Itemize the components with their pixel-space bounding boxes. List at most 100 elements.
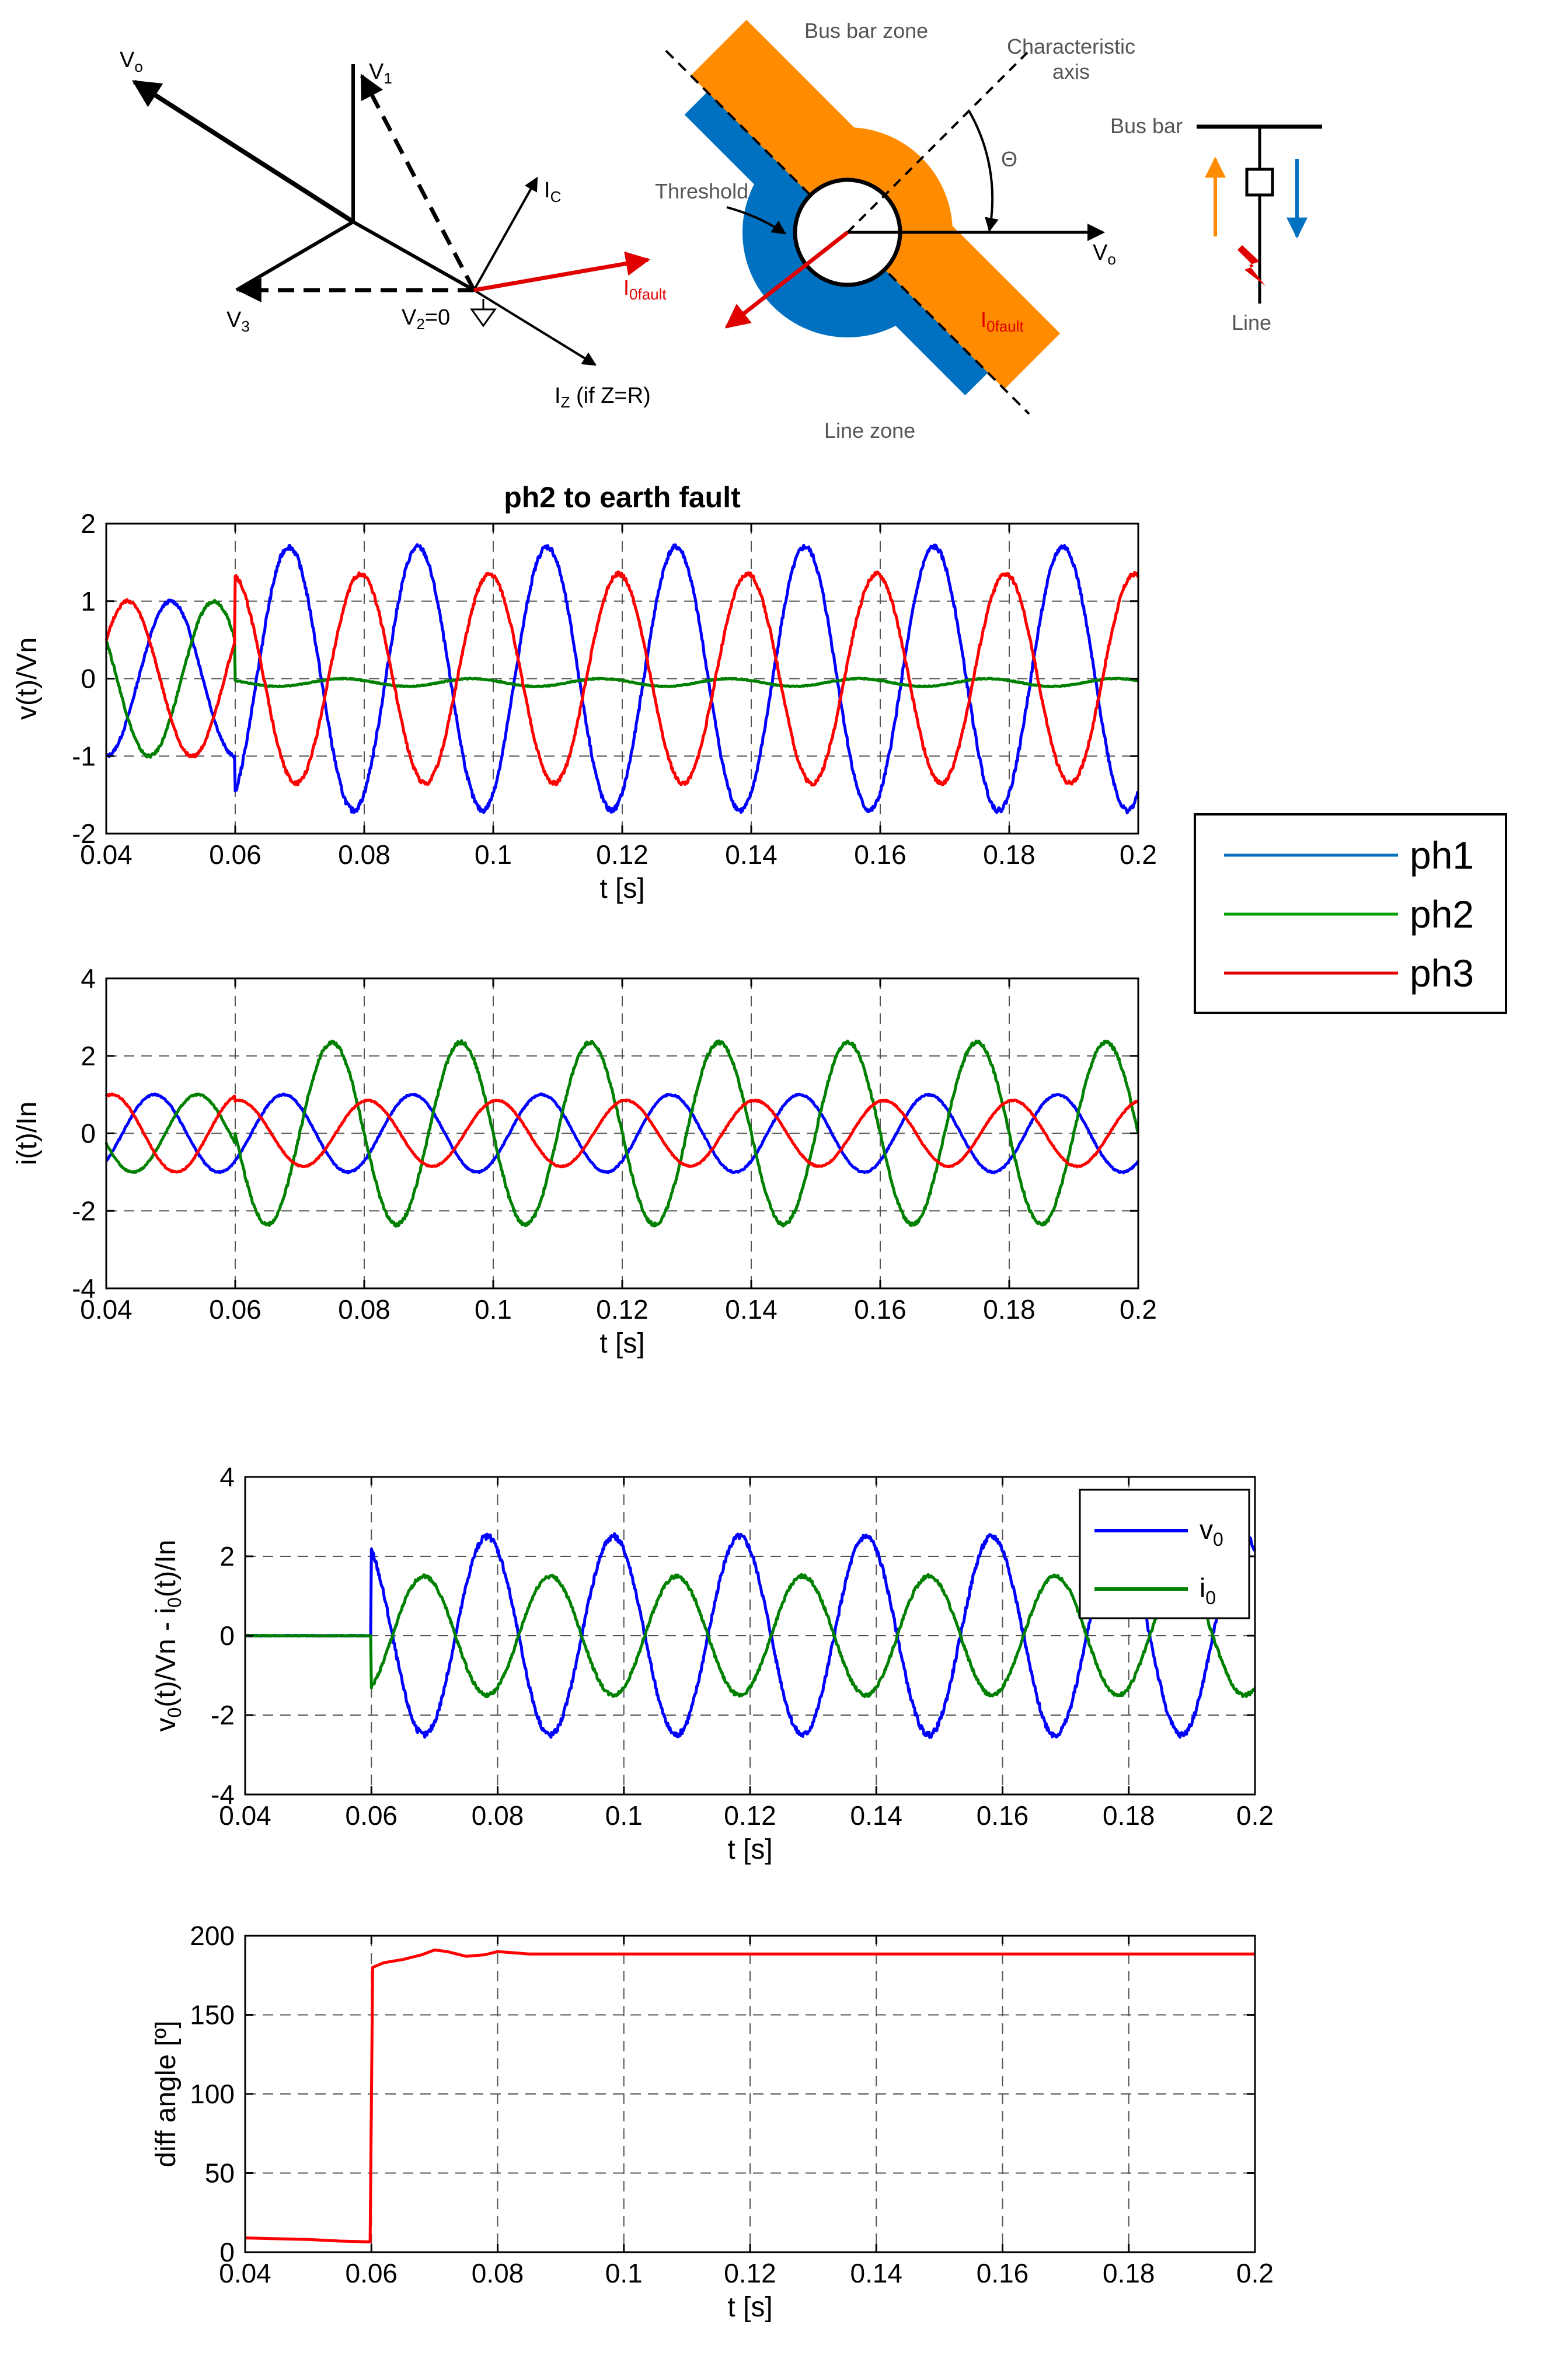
x-tick-label: 0.18 (1103, 1800, 1155, 1831)
x-axis-label: t [s] (599, 873, 644, 904)
series-line-ph1 (105, 1092, 1140, 1175)
bus-bar-zone-label: Bus bar zone (804, 19, 928, 43)
zones-diagram: Bus bar zone Line zone Characteristic ax… (655, 19, 1135, 442)
y-tick-label: -1 (72, 741, 96, 771)
x-tick-label: 0.1 (475, 839, 512, 870)
series-line-i0 (244, 1573, 1256, 1699)
series-line-ph2 (104, 598, 1139, 759)
y-tick-label: 200 (190, 1921, 235, 1951)
chart-title: ph2 to earth fault (504, 481, 741, 514)
x-tick-label: 0.08 (472, 1800, 524, 1831)
y-tick-label: 2 (81, 1041, 96, 1071)
tick-group: 0.04 0.06 0.08 0.1 0.12 0.14 0.16 0.18 0.2 -2 -1 0 1… (72, 508, 1157, 870)
x-tick-label: 0.12 (596, 1294, 649, 1325)
v0-phasor (131, 79, 355, 224)
x-tick-label: 0.1 (605, 2258, 643, 2288)
x-tick-label: 0.18 (1103, 2258, 1155, 2288)
i0fault-phasor (473, 251, 651, 292)
x-tick-label: 0.2 (1236, 2258, 1274, 2288)
y-tick-label: 2 (219, 1541, 235, 1571)
grid-lines (245, 1936, 1255, 2252)
tick-group: 0.04 0.06 0.08 0.1 0.12 0.14 0.16 0.18 0.2 0 50 100… (190, 1921, 1274, 2288)
x-tick-label: 0.08 (338, 1294, 391, 1325)
voltage-chart: ph2 to earth fault t [s] v(t)/Vn 0.04 0.0… (12, 481, 1157, 904)
x-axis-label: t [s] (599, 1328, 644, 1359)
x-tick-label: 0.06 (209, 839, 262, 870)
diff-angle-chart: t [s] diff angle [º] 0.04 0.06 0.08 0.1 0.12… (151, 1921, 1274, 2323)
y-tick-label: 100 (190, 2079, 235, 2109)
y-axis-label: i(t)/In (12, 1102, 43, 1165)
vo-label: Vo (1093, 241, 1116, 268)
v1-label: V1 (369, 60, 392, 87)
tick-group: 0.04 0.06 0.08 0.1 0.12 0.14 0.16 0.18 0.2 -4 -2 0 2… (211, 1462, 1274, 1831)
x-tick-label: 0.12 (724, 2258, 776, 2288)
series-line-diff-angle (245, 1948, 1255, 2243)
x-tick-label: 0.2 (1236, 1800, 1274, 1831)
fault-lightning-icon (1237, 245, 1265, 286)
y-tick-label: 2 (81, 508, 96, 539)
x-tick-label: 0.1 (605, 1800, 643, 1831)
i0fault-vector (724, 231, 849, 329)
x-tick-label: 0.2 (1120, 839, 1157, 870)
y-tick-label: 0 (81, 1118, 96, 1149)
v2-axis (352, 220, 475, 292)
series-line-ph1 (105, 543, 1140, 814)
v2-label: V2=0 (402, 305, 450, 333)
series-line-ph3 (104, 570, 1140, 787)
y-axis-label: diff angle [º] (151, 2020, 182, 2167)
legend-label: i0 (1200, 1573, 1216, 1608)
y-tick-label: -2 (72, 818, 96, 849)
y-tick-label: 0 (81, 664, 96, 694)
y-axis-label: v0(t)/Vn - i0(t)/In (151, 1540, 185, 1732)
i0fault-label: I0fault (623, 276, 667, 303)
y-tick-label: -4 (211, 1779, 235, 1810)
chart-legend: v0 i0 (1079, 1489, 1250, 1619)
y-tick-label: 0 (219, 2237, 235, 2267)
series-group (245, 1948, 1255, 2243)
series-group (104, 1039, 1140, 1228)
y-tick-label: 4 (81, 963, 96, 994)
x-tick-label: 0.1 (475, 1294, 512, 1325)
bus-bar-label: Bus bar (1110, 114, 1183, 138)
y-tick-label: -2 (211, 1700, 235, 1730)
legend-ph3-label: ph3 (1410, 952, 1474, 995)
x-tick-label: 0.14 (850, 1800, 902, 1831)
theta-label: Θ (1001, 147, 1017, 171)
legend-ph2-label: ph2 (1410, 893, 1474, 936)
v3-axis (235, 220, 354, 292)
x-tick-label: 0.2 (1120, 1294, 1157, 1325)
tick-group: 0.04 0.06 0.08 0.1 0.12 0.14 0.16 0.18 0.2 -4 -2 0 2… (72, 963, 1157, 1325)
series-group (244, 1532, 1257, 1739)
y-axis-label: v(t)/Vn (12, 637, 43, 720)
breaker-icon (1245, 168, 1274, 197)
x-tick-label: 0.16 (854, 839, 907, 870)
y-tick-label: -4 (72, 1273, 96, 1304)
y-tick-label: 50 (205, 2158, 235, 2189)
v0-label: Vo (120, 48, 143, 75)
ground-icon (470, 299, 497, 327)
phasor-diagram: Vo V1 V3 V2=0 IC I0fault IZ (if Z=R) (120, 48, 667, 411)
iz-label: IZ (if Z=R) (555, 384, 651, 411)
x-tick-label: 0.04 (80, 1294, 133, 1325)
x-tick-label: 0.06 (345, 2258, 398, 2288)
x-tick-label: 0.16 (854, 1294, 907, 1325)
zone-i0fault-label: I0fault (981, 308, 1024, 335)
x-tick-label: 0.14 (725, 1294, 778, 1325)
legend-box (1079, 1489, 1250, 1619)
legend-label: v0 (1200, 1514, 1223, 1550)
x-axis-label: t [s] (727, 1834, 772, 1865)
x-tick-label: 0.06 (209, 1294, 262, 1325)
x-tick-label: 0.16 (977, 2258, 1029, 2288)
y-tick-label: 1 (81, 586, 96, 616)
phase-legend: ph1 ph2 ph3 (1194, 813, 1507, 1014)
y-tick-label: 4 (219, 1462, 235, 1492)
x-axis-label: t [s] (727, 2292, 772, 2323)
x-tick-label: 0.14 (850, 2258, 902, 2288)
series-line-ph2 (104, 1039, 1140, 1228)
current-chart: t [s] i(t)/In 0.04 0.06 0.08 0.1 0.12 0.14 0.1… (12, 963, 1157, 1359)
x-tick-label: 0.04 (80, 839, 133, 870)
zone-boundary-line (665, 50, 1030, 415)
x-tick-label: 0.14 (725, 839, 778, 870)
x-tick-label: 0.08 (338, 839, 391, 870)
